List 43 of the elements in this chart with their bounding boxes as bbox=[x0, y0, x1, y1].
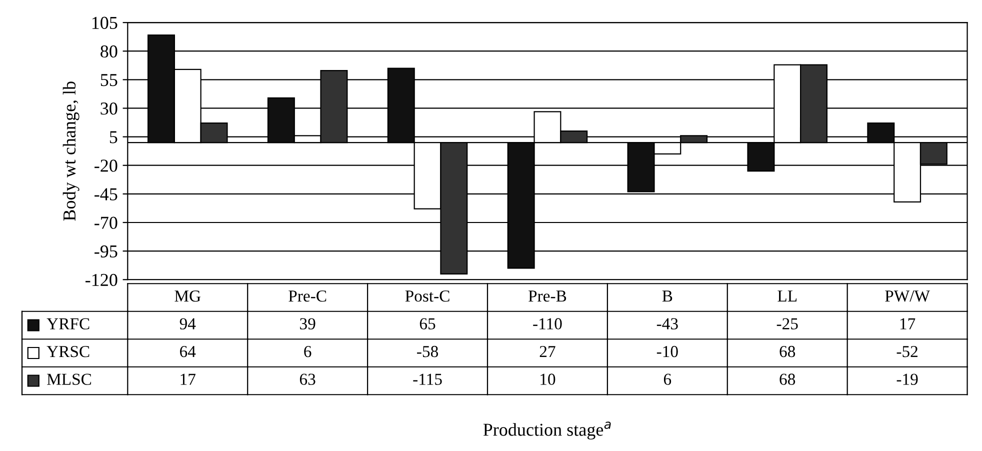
data-label: -110 bbox=[533, 318, 562, 330]
y-tick-label: -20 bbox=[94, 160, 118, 172]
data-label: 68 bbox=[780, 346, 796, 358]
y-tick-label: -95 bbox=[94, 245, 118, 258]
y-axis-title: Body wt change, lb bbox=[62, 82, 80, 221]
data-label: -52 bbox=[896, 346, 918, 358]
data-label: 17 bbox=[900, 318, 916, 330]
data-label: 10 bbox=[540, 374, 556, 385]
data-label: -25 bbox=[776, 318, 798, 330]
x-tick-label: Pre-B bbox=[528, 290, 566, 302]
legend-label: YRSC bbox=[46, 346, 90, 358]
y-tick-label: -120 bbox=[86, 274, 118, 286]
data-label: 94 bbox=[180, 318, 196, 330]
data-label: 27 bbox=[540, 346, 556, 358]
data-label: -115 bbox=[413, 374, 442, 385]
data-label: 6 bbox=[664, 374, 672, 385]
legend-label: YRFC bbox=[46, 318, 90, 330]
data-label: -10 bbox=[656, 346, 678, 358]
x-tick-label: Pre-C bbox=[288, 290, 326, 302]
y-tick-label: 105 bbox=[92, 16, 118, 29]
y-tick-label: -70 bbox=[94, 216, 118, 229]
y-tick-label: 30 bbox=[100, 102, 118, 115]
data-label: 17 bbox=[180, 374, 196, 385]
data-label: 63 bbox=[300, 374, 316, 385]
y-tick-label: 5 bbox=[110, 131, 118, 144]
legend-label: MLSC bbox=[47, 374, 92, 385]
x-tick-label: PW/W bbox=[885, 290, 930, 302]
data-label: -58 bbox=[417, 346, 438, 358]
text: Production stage$^{a}$ bbox=[483, 422, 611, 440]
x-tick-label: LL bbox=[778, 290, 797, 302]
data-label: -19 bbox=[896, 374, 918, 385]
y-tick-label: -45 bbox=[94, 188, 118, 200]
data-label: -43 bbox=[656, 318, 678, 330]
data-label: 68 bbox=[780, 374, 796, 385]
data-label: 65 bbox=[420, 318, 436, 330]
x-tick-label: B bbox=[662, 290, 672, 302]
data-label: 64 bbox=[180, 346, 196, 358]
data-label: 6 bbox=[304, 346, 312, 358]
y-tick-label: 80 bbox=[100, 45, 118, 58]
x-tick-label: MG bbox=[174, 290, 201, 302]
data-label: 39 bbox=[300, 318, 316, 330]
y-tick-label: 55 bbox=[100, 74, 118, 86]
x-tick-label: Post-C bbox=[405, 290, 450, 302]
